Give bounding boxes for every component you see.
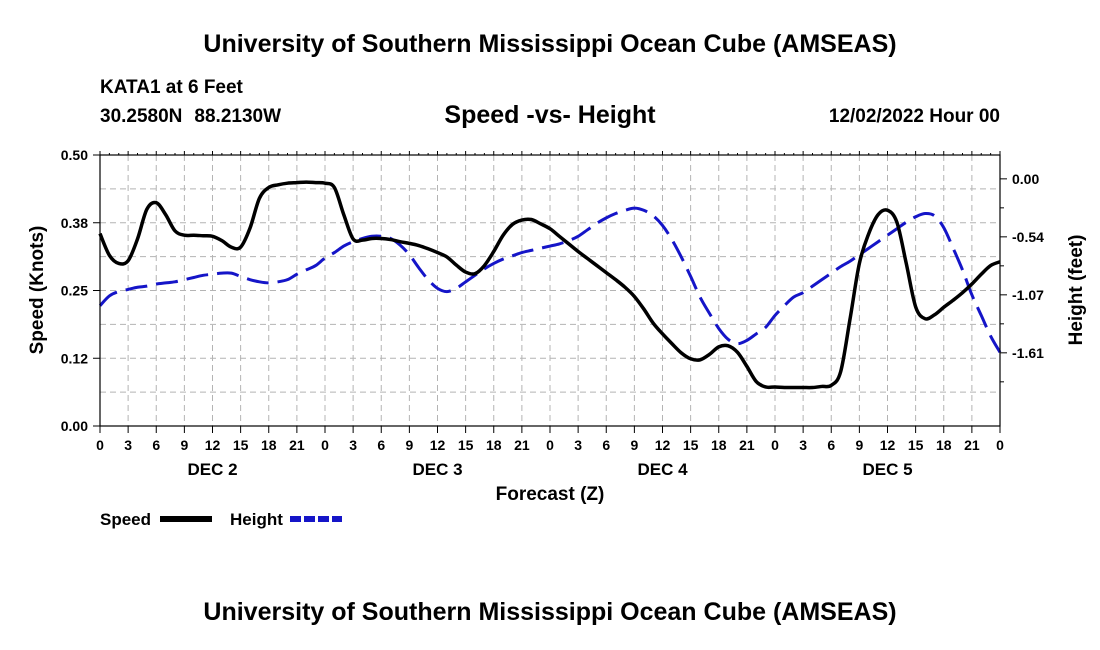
axes: 0 3 6 9 12 15 18 21 0 3 6 9 12 15 18 21 0 3 6 9 12 15 18 21 0 3 6 9… — [61, 147, 1044, 479]
longitude-value: 88.2130W — [194, 106, 282, 127]
y-axis-label: Speed (Knots) — [27, 226, 48, 355]
x-tick-label: 6 — [377, 437, 385, 453]
x-tick-label: 15 — [233, 437, 249, 453]
x-tick-label: 6 — [152, 437, 160, 453]
x-tick-label: 15 — [683, 437, 699, 453]
x-tick-label: 21 — [964, 437, 980, 453]
y2-tick-label: -1.07 — [1012, 287, 1044, 303]
x-tick-label: 3 — [799, 437, 807, 453]
x-tick-label: 3 — [349, 437, 357, 453]
x-axis-label: Forecast (Z) — [496, 484, 605, 505]
station-label: KATA1 at 6 Feet — [100, 77, 243, 98]
x-tick-label: 18 — [936, 437, 952, 453]
x-tick-label: 18 — [711, 437, 727, 453]
y2-tick-label: -1.61 — [1012, 345, 1044, 361]
series-layer — [98, 180, 1002, 390]
x-tick-label: 12 — [880, 437, 896, 453]
x-tick-label: 0 — [771, 437, 779, 453]
series-line-height — [98, 206, 1002, 354]
y-tick-label: 0.38 — [61, 215, 88, 231]
series-line-speed — [98, 180, 1001, 390]
coordinates: 30.2580N 88.2130W — [100, 106, 293, 128]
chart-subtitle: Speed -vs- Height — [444, 101, 656, 129]
day-label: DEC 4 — [637, 460, 688, 479]
legend-label-height: Height — [230, 510, 283, 529]
y2-axis-label: Height (feet) — [1066, 235, 1087, 346]
y-tick-label: 0.50 — [61, 147, 88, 163]
x-tick-label: 0 — [321, 437, 329, 453]
y2-tick-label: 0.00 — [1012, 171, 1039, 187]
y-tick-label: 0.25 — [61, 283, 88, 299]
x-tick-label: 21 — [289, 437, 305, 453]
x-tick-label: 21 — [514, 437, 530, 453]
x-tick-label: 12 — [205, 437, 221, 453]
latitude-value: 30.2580N — [100, 106, 183, 127]
x-tick-label: 0 — [96, 437, 104, 453]
x-tick-label: 12 — [430, 437, 446, 453]
x-tick-label: 15 — [458, 437, 474, 453]
day-label: DEC 5 — [862, 460, 912, 479]
x-tick-label: 21 — [739, 437, 755, 453]
x-tick-label: 0 — [546, 437, 554, 453]
x-tick-label: 18 — [486, 437, 502, 453]
x-tick-label: 9 — [405, 437, 413, 453]
x-tick-label: 9 — [180, 437, 188, 453]
y-tick-label: 0.12 — [61, 350, 88, 366]
x-tick-label: 18 — [261, 437, 277, 453]
x-tick-label: 9 — [855, 437, 863, 453]
x-tick-label: 15 — [908, 437, 924, 453]
grid-lines — [100, 155, 1000, 426]
y2-tick-label: -0.54 — [1012, 229, 1044, 245]
forecast-datetime: 12/02/2022 Hour 00 — [828, 106, 1000, 127]
day-label: DEC 2 — [187, 460, 237, 479]
x-tick-label: 6 — [827, 437, 835, 453]
legend-label-speed: Speed — [100, 510, 151, 529]
chart-title-bottom: University of Southern Mississippi Ocean… — [203, 598, 897, 626]
legend: Speed Height — [100, 510, 342, 529]
x-tick-label: 3 — [124, 437, 132, 453]
x-tick-label: 3 — [574, 437, 582, 453]
day-label: DEC 3 — [412, 460, 462, 479]
y-tick-label: 0.00 — [61, 418, 88, 434]
x-tick-label: 9 — [630, 437, 638, 453]
chart-title-top: University of Southern Mississippi Ocean… — [203, 30, 897, 58]
x-tick-label: 6 — [602, 437, 610, 453]
x-tick-label: 12 — [655, 437, 671, 453]
x-tick-label: 0 — [996, 437, 1004, 453]
